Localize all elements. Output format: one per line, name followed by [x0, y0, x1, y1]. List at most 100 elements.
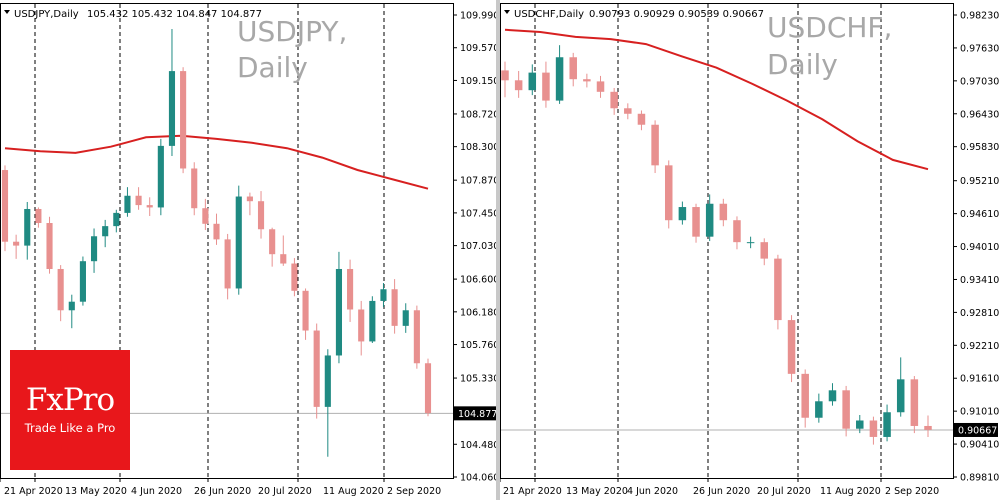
candle — [324, 349, 331, 457]
candle — [380, 283, 387, 308]
candle-body — [869, 420, 878, 437]
candle — [883, 404, 891, 442]
y-tick-label: 0.94610 — [960, 209, 999, 220]
symbol-header: USDJPY,Daily — [14, 9, 79, 20]
candle-body — [180, 71, 187, 169]
candle — [692, 203, 700, 243]
candle — [302, 288, 309, 340]
y-tick-label: 0.96430 — [960, 109, 999, 120]
candle-body — [424, 363, 432, 414]
candle — [733, 216, 741, 250]
candle — [801, 369, 809, 428]
x-tick-label: 11 Aug 2020 — [820, 486, 881, 497]
candle-body — [90, 236, 98, 262]
x-tick-label: 4 Jun 2020 — [627, 486, 678, 497]
candle — [651, 120, 659, 174]
y-tick-label: 0.97030 — [960, 76, 999, 87]
plot-border — [500, 3, 954, 479]
candle-body — [246, 196, 253, 202]
candle-body — [280, 254, 287, 264]
candle-body — [528, 72, 537, 91]
candle-body — [896, 379, 905, 413]
candle — [191, 162, 198, 216]
candle-body — [624, 108, 632, 114]
candle-body — [583, 79, 591, 82]
candle-body — [596, 81, 605, 92]
candle-body — [79, 261, 86, 302]
candle-body — [828, 390, 837, 402]
y-tick-label: 106.180 — [460, 307, 496, 318]
candle — [924, 415, 932, 437]
candle — [391, 279, 398, 334]
y-tick-label: 0.95210 — [960, 176, 999, 187]
y-tick-label: 109.150 — [460, 76, 496, 87]
ohlc-header: 105.432 105.432 104.847 104.877 — [87, 9, 262, 20]
candle — [678, 201, 687, 225]
candle-body — [313, 330, 320, 407]
candle — [746, 236, 755, 249]
x-tick-label: 20 Jul 2020 — [757, 486, 811, 497]
y-tick-label: 0.89810 — [960, 473, 999, 484]
candle — [135, 187, 142, 210]
candle-body — [610, 91, 618, 109]
candle — [202, 198, 209, 231]
y-tick-label: 0.92210 — [960, 341, 999, 352]
moving-average-line — [4, 134, 429, 190]
candle — [514, 70, 523, 98]
candle — [180, 67, 187, 174]
ohlc-header: 0.90793 0.90929 0.90539 0.90667 — [589, 9, 764, 20]
candle — [896, 357, 905, 417]
candle-body — [514, 80, 523, 91]
candle — [269, 227, 276, 267]
candle-body — [102, 226, 109, 237]
symbol-header: USDCHF,Daily — [514, 9, 584, 20]
y-tick-label: 107.030 — [460, 241, 496, 252]
x-tick-label: 26 Jun 2020 — [693, 486, 750, 497]
candle-body — [269, 229, 276, 255]
logo-wordmark: FxPro — [25, 382, 115, 418]
candle — [213, 213, 220, 245]
candle — [113, 209, 120, 233]
panel-divider — [496, 0, 500, 500]
candle — [705, 194, 714, 242]
candle-body — [664, 165, 673, 221]
current-price-badge — [454, 406, 498, 421]
x-tick-label: 11 Aug 2020 — [323, 486, 384, 497]
plot-border — [0, 3, 454, 479]
candle-body — [224, 239, 231, 289]
usdjpy-chart-panel[interactable]: USDJPY, Daily USDJPY,Daily 105.432 105.432 … — [0, 0, 499, 500]
candle — [828, 383, 837, 406]
usdchf-chart-panel[interactable]: USDCHF, Daily USDCHF,Daily 0.90793 0.90929 … — [499, 0, 1000, 500]
candle-body — [347, 268, 354, 310]
x-tick-label: 2 Sep 2020 — [387, 486, 441, 497]
dropdown-triangle-icon — [4, 10, 10, 14]
y-tick-label: 0.91010 — [960, 407, 999, 418]
candle-body — [146, 205, 153, 208]
candle-body — [191, 168, 198, 209]
candle — [869, 416, 878, 445]
candle-body — [705, 203, 714, 237]
candle-body — [569, 57, 577, 80]
candle — [856, 414, 864, 434]
candle-body — [815, 401, 823, 418]
candle-body — [68, 301, 75, 311]
candle-body — [324, 355, 331, 407]
candle — [102, 219, 109, 248]
candle — [501, 61, 509, 98]
candle-body — [24, 208, 31, 246]
logo-tagline: Trade Like a Pro — [24, 421, 116, 435]
candle — [583, 73, 591, 88]
candle — [246, 192, 253, 216]
candle — [79, 256, 86, 306]
candle — [235, 185, 242, 295]
candle-body — [501, 70, 509, 81]
candle-body — [883, 412, 891, 437]
x-tick-label: 13 May 2020 — [65, 486, 127, 497]
x-tick-label: 21 Apr 2020 — [4, 486, 63, 497]
candle-body — [202, 208, 209, 224]
candle-body — [168, 71, 176, 146]
candle-body — [1, 170, 9, 242]
candle — [35, 207, 42, 228]
y-tick-label: 107.450 — [460, 208, 496, 219]
